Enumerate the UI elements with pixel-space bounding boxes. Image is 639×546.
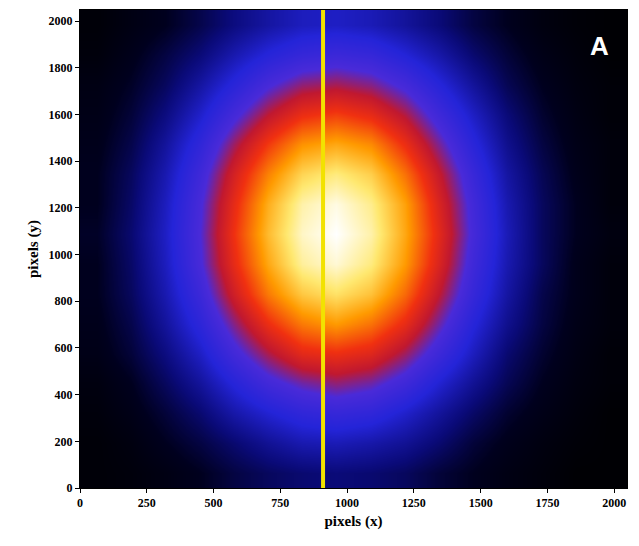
- svg-text:pixels (y): pixels (y): [25, 220, 42, 278]
- svg-text:1000: 1000: [49, 248, 73, 262]
- svg-text:1500: 1500: [469, 496, 493, 510]
- svg-text:1750: 1750: [535, 496, 559, 510]
- svg-text:400: 400: [55, 388, 73, 402]
- svg-text:0: 0: [67, 481, 73, 495]
- svg-text:200: 200: [55, 435, 73, 449]
- svg-text:1250: 1250: [402, 496, 426, 510]
- svg-text:1000: 1000: [335, 496, 359, 510]
- svg-text:A: A: [590, 31, 609, 61]
- svg-text:500: 500: [205, 496, 223, 510]
- svg-text:1200: 1200: [49, 201, 73, 215]
- svg-text:250: 250: [138, 496, 156, 510]
- svg-text:0: 0: [77, 496, 83, 510]
- svg-text:2000: 2000: [602, 496, 626, 510]
- svg-text:750: 750: [271, 496, 289, 510]
- svg-text:800: 800: [55, 294, 73, 308]
- svg-text:2000: 2000: [49, 14, 73, 28]
- svg-text:1600: 1600: [49, 108, 73, 122]
- svg-text:600: 600: [55, 341, 73, 355]
- svg-text:1400: 1400: [49, 154, 73, 168]
- svg-text:1800: 1800: [49, 61, 73, 75]
- svg-text:pixels (x): pixels (x): [325, 513, 383, 530]
